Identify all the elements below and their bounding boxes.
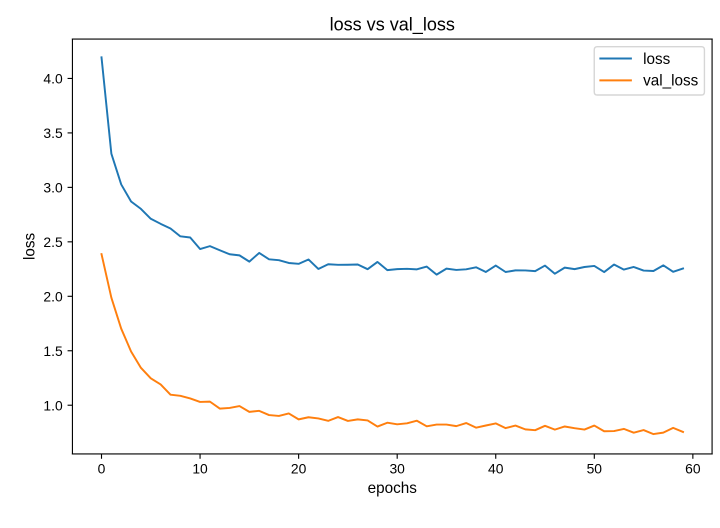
- svg-text:loss: loss: [643, 51, 671, 68]
- svg-text:loss: loss: [22, 233, 39, 261]
- svg-text:2.0: 2.0: [43, 288, 63, 304]
- svg-text:3.5: 3.5: [43, 125, 63, 141]
- svg-text:10: 10: [192, 461, 208, 477]
- svg-text:0: 0: [98, 461, 106, 477]
- svg-text:40: 40: [488, 461, 504, 477]
- svg-text:val_loss: val_loss: [643, 73, 699, 90]
- svg-text:2.5: 2.5: [43, 234, 63, 250]
- svg-text:4.0: 4.0: [43, 70, 63, 86]
- svg-text:epochs: epochs: [368, 480, 418, 497]
- svg-text:1.0: 1.0: [43, 397, 63, 413]
- svg-text:50: 50: [587, 461, 603, 477]
- svg-text:1.5: 1.5: [43, 343, 63, 359]
- svg-text:loss vs val_loss: loss vs val_loss: [330, 15, 455, 36]
- svg-text:20: 20: [291, 461, 307, 477]
- svg-text:60: 60: [685, 461, 701, 477]
- svg-text:3.0: 3.0: [43, 179, 63, 195]
- svg-text:30: 30: [389, 461, 405, 477]
